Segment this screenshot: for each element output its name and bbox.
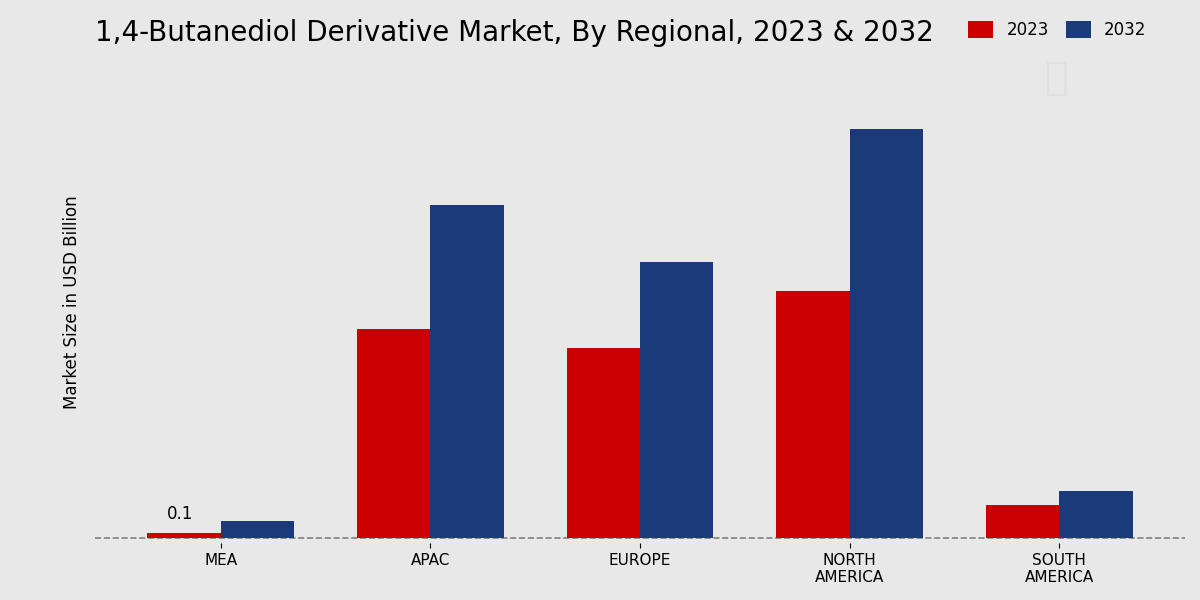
Bar [566,348,640,538]
Bar [221,521,294,538]
Bar [356,329,431,538]
Bar [850,129,923,538]
Bar [776,290,850,538]
Bar [986,505,1060,538]
Text: 0.1: 0.1 [167,505,193,523]
Text: 1,4-Butanediol Derivative Market, By Regional, 2023 & 2032: 1,4-Butanediol Derivative Market, By Reg… [95,19,934,47]
Bar [640,262,713,538]
Text: 🏢: 🏢 [1044,59,1068,97]
Bar [431,205,504,538]
Y-axis label: Market Size in USD Billion: Market Size in USD Billion [62,196,82,409]
Bar [1060,491,1133,538]
Bar [148,533,221,538]
Legend: 2023, 2032: 2023, 2032 [960,13,1154,47]
